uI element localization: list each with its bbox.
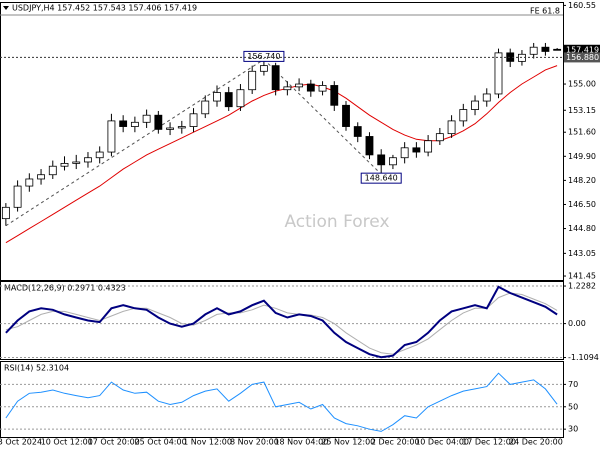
candle-body <box>130 121 139 127</box>
y-tick-label: 149.90 <box>568 152 596 161</box>
y-tick-label: 155.00 <box>568 80 596 89</box>
price-label: 148.640 <box>365 174 398 183</box>
candle-body <box>494 52 503 95</box>
candle-body <box>177 126 186 129</box>
candle-body <box>1 206 10 220</box>
candle-body <box>25 178 34 187</box>
y-tick-label: -1.1094 <box>568 353 599 362</box>
x-tick-label: 17 Dec 12:00 <box>462 438 516 447</box>
macd-line <box>5 292 558 355</box>
candle-body <box>119 120 128 127</box>
candle-body <box>37 174 45 180</box>
candle-body <box>142 114 151 123</box>
candle-body <box>365 136 374 156</box>
candle-body <box>84 157 92 163</box>
price-label-box <box>243 50 285 62</box>
candle-body <box>154 114 163 130</box>
y-tick-label: 70 <box>568 380 578 389</box>
x-tick-label: 17 Oct 20:00 <box>88 438 140 447</box>
candle-body <box>459 109 468 122</box>
x-tick-label: 8 Nov 20:00 <box>230 438 279 447</box>
rsi-title: RSI(14) 52.3104 <box>4 364 69 373</box>
candle-body <box>213 92 221 102</box>
candle-body <box>353 126 362 137</box>
menu-arrow <box>3 6 9 10</box>
candle-body <box>471 100 479 110</box>
watermark: Action Forex <box>284 212 389 232</box>
candle-body <box>271 65 280 91</box>
x-tick-label: 24 Dec 20:00 <box>509 438 563 447</box>
candle-body <box>318 85 327 92</box>
price-label: 156.740 <box>247 52 280 61</box>
x-tick-label: 3 Oct 2024 <box>0 438 42 447</box>
x-tick-label: 18 Nov 04:00 <box>274 438 328 447</box>
candle-body <box>259 65 268 72</box>
x-tick-label: 25 Nov 12:00 <box>321 438 375 447</box>
y-tick-label: 144.80 <box>568 224 596 233</box>
candle-body <box>306 83 315 92</box>
y-tick-label: 160.55 <box>568 1 596 10</box>
x-tick-label: 10 Dec 04:00 <box>415 438 469 447</box>
price-label-box <box>360 172 402 184</box>
price-box-label: 157.419 <box>566 45 599 54</box>
candle-body <box>283 86 292 91</box>
candle-body <box>389 157 397 166</box>
candle-body <box>107 120 116 153</box>
candle-body <box>330 85 339 106</box>
candle-body <box>447 120 456 135</box>
candle-body <box>224 92 233 108</box>
candle-body <box>424 140 433 153</box>
moving-average <box>5 65 558 244</box>
candle-body <box>166 127 174 130</box>
candle-body <box>48 165 57 176</box>
candle-body <box>60 162 69 167</box>
macd-panel <box>0 281 564 360</box>
x-tick-label: 1 Nov 12:00 <box>183 438 232 447</box>
candle-body <box>13 185 22 208</box>
candle-body <box>201 100 210 115</box>
candle-body <box>236 89 245 108</box>
y-tick-label: 1.2282 <box>568 282 596 291</box>
candle-body <box>412 147 421 153</box>
fe-label: FE 61.8 <box>530 7 560 16</box>
price-box <box>564 44 600 55</box>
macd-title: MACD(12,26,9) 0.2971 0.4323 <box>4 284 126 293</box>
y-tick-label: 141.45 <box>568 272 596 281</box>
candle-body <box>377 154 386 166</box>
price-box-label: 156.880 <box>566 53 599 62</box>
candle-body <box>482 93 491 102</box>
candle-body <box>400 147 409 159</box>
x-tick-label: 10 Oct 12:00 <box>41 438 93 447</box>
y-tick-label: 50 <box>568 402 578 411</box>
price-box <box>564 52 600 63</box>
candle-body <box>72 161 81 164</box>
y-tick-label: 0.00 <box>568 319 586 328</box>
y-tick-label: 146.50 <box>568 200 596 209</box>
main-panel <box>0 2 564 281</box>
x-tick-label: 2 Dec 20:00 <box>371 438 420 447</box>
rsi-panel <box>0 361 564 438</box>
rsi-line <box>5 372 558 432</box>
candle-body <box>248 70 257 91</box>
candle-body <box>295 83 304 88</box>
y-tick-label: 30 <box>568 425 578 434</box>
candle-body <box>435 133 444 142</box>
macd-line <box>5 285 558 359</box>
candle-body <box>529 46 538 55</box>
y-tick-label: 151.60 <box>568 128 596 137</box>
y-tick-label: 148.20 <box>568 176 596 185</box>
chart-title: USDJPY,H4 157.452 157.543 157.406 157.41… <box>12 4 197 13</box>
candle-body <box>342 104 350 127</box>
y-tick-label: 153.15 <box>568 106 596 115</box>
x-tick-label: 25 Oct 04:00 <box>135 438 187 447</box>
candle-body <box>553 48 562 51</box>
y-tick-label: 143.05 <box>568 249 596 258</box>
candle-body <box>95 151 104 159</box>
candle-body <box>189 113 198 127</box>
candle-body <box>541 46 550 52</box>
